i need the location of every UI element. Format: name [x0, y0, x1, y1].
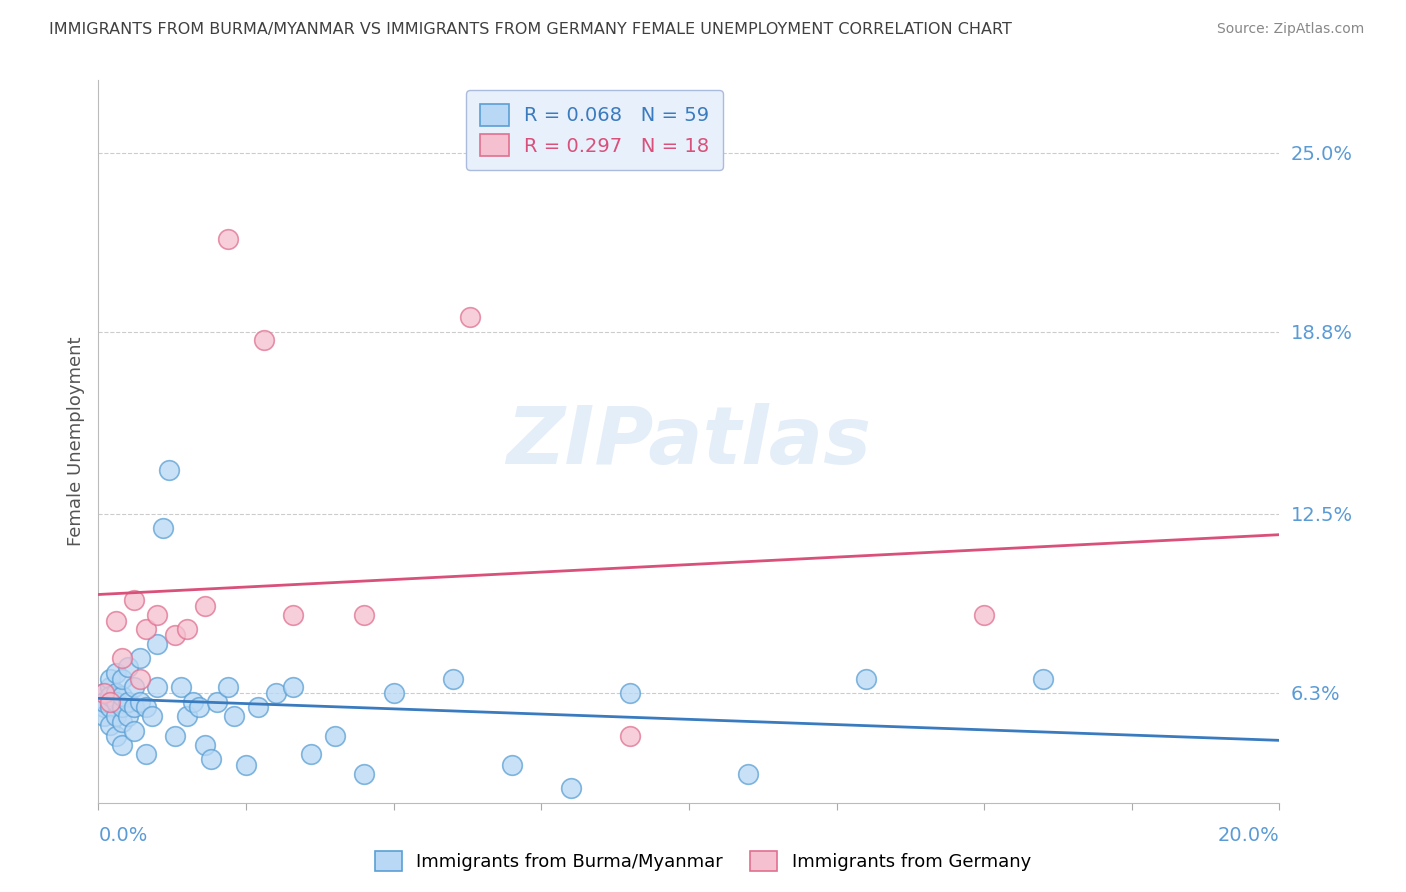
- Point: [111, 714, 134, 729]
- Point: [98, 695, 121, 709]
- Point: [105, 729, 128, 743]
- Point: [98, 680, 121, 694]
- Point: [619, 686, 641, 700]
- Point: [460, 310, 482, 325]
- Point: [111, 700, 134, 714]
- Y-axis label: Female Unemployment: Female Unemployment: [66, 337, 84, 546]
- Point: [353, 607, 375, 622]
- Point: [122, 680, 145, 694]
- Point: [205, 695, 228, 709]
- Point: [146, 680, 169, 694]
- Point: [737, 767, 759, 781]
- Point: [98, 689, 121, 703]
- Point: [194, 738, 217, 752]
- Point: [170, 680, 193, 694]
- Point: [111, 651, 134, 665]
- Point: [235, 758, 257, 772]
- Point: [105, 665, 128, 680]
- Point: [122, 700, 145, 714]
- Point: [560, 781, 582, 796]
- Point: [187, 700, 209, 714]
- Point: [141, 709, 163, 723]
- Point: [93, 709, 115, 723]
- Point: [93, 695, 115, 709]
- Point: [283, 680, 305, 694]
- Point: [117, 695, 139, 709]
- Point: [135, 700, 157, 714]
- Point: [98, 700, 121, 714]
- Legend: R = 0.068   N = 59, R = 0.297   N = 18: R = 0.068 N = 59, R = 0.297 N = 18: [465, 90, 723, 169]
- Point: [146, 637, 169, 651]
- Point: [105, 709, 128, 723]
- Point: [93, 686, 115, 700]
- Point: [105, 614, 128, 628]
- Point: [253, 334, 276, 348]
- Point: [111, 738, 134, 752]
- Point: [283, 607, 305, 622]
- Point: [105, 686, 128, 700]
- Point: [299, 747, 322, 761]
- Point: [323, 729, 346, 743]
- Point: [224, 709, 246, 723]
- Point: [619, 729, 641, 743]
- Point: [128, 695, 150, 709]
- Point: [128, 651, 150, 665]
- Point: [146, 607, 169, 622]
- Point: [1032, 672, 1054, 686]
- Point: [441, 672, 464, 686]
- Point: [382, 686, 405, 700]
- Point: [353, 767, 375, 781]
- Point: [93, 686, 115, 700]
- Point: [855, 672, 877, 686]
- Point: [194, 599, 217, 614]
- Text: 0.0%: 0.0%: [98, 826, 148, 845]
- Point: [200, 752, 222, 766]
- Point: [217, 680, 239, 694]
- Point: [176, 623, 198, 637]
- Point: [181, 695, 204, 709]
- Point: [165, 729, 187, 743]
- Point: [122, 593, 145, 607]
- Point: [117, 660, 139, 674]
- Point: [501, 758, 523, 772]
- Point: [246, 700, 269, 714]
- Point: [176, 709, 198, 723]
- Point: [111, 672, 134, 686]
- Point: [117, 709, 139, 723]
- Point: [111, 689, 134, 703]
- Point: [128, 672, 150, 686]
- Point: [152, 521, 174, 535]
- Text: 20.0%: 20.0%: [1218, 826, 1279, 845]
- Text: IMMIGRANTS FROM BURMA/MYANMAR VS IMMIGRANTS FROM GERMANY FEMALE UNEMPLOYMENT COR: IMMIGRANTS FROM BURMA/MYANMAR VS IMMIGRA…: [49, 22, 1012, 37]
- Text: ZIPatlas: ZIPatlas: [506, 402, 872, 481]
- Point: [135, 623, 157, 637]
- Point: [93, 700, 115, 714]
- Point: [105, 695, 128, 709]
- Point: [217, 232, 239, 246]
- Point: [122, 723, 145, 738]
- Text: Source: ZipAtlas.com: Source: ZipAtlas.com: [1216, 22, 1364, 37]
- Point: [264, 686, 287, 700]
- Point: [98, 718, 121, 732]
- Point: [973, 607, 995, 622]
- Point: [165, 628, 187, 642]
- Legend: Immigrants from Burma/Myanmar, Immigrants from Germany: Immigrants from Burma/Myanmar, Immigrant…: [368, 844, 1038, 879]
- Point: [135, 747, 157, 761]
- Point: [157, 463, 180, 477]
- Point: [98, 672, 121, 686]
